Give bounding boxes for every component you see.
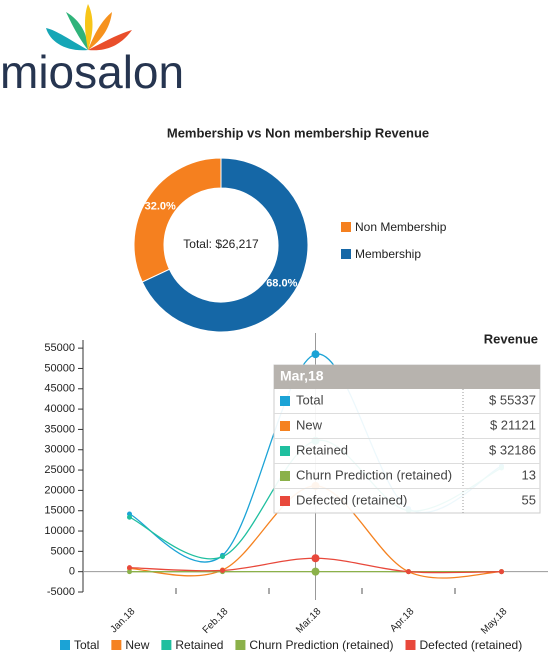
point — [127, 565, 132, 571]
logo-text: miosalon — [0, 46, 184, 98]
donut-segment — [133, 157, 222, 283]
point — [499, 569, 504, 575]
tooltip-swatch — [280, 446, 290, 456]
legend-swatch — [341, 249, 351, 259]
legend-swatch — [60, 640, 70, 650]
tooltip-value: $ 21121 — [490, 417, 536, 432]
y-tick-label: 25000 — [44, 464, 75, 476]
tooltip-title: Mar,18 — [280, 368, 324, 384]
tooltip-swatch — [280, 496, 290, 506]
tooltip-name: Total — [296, 392, 324, 407]
tooltip-header — [274, 365, 540, 389]
legend-swatch — [405, 640, 416, 650]
legend-swatch — [235, 640, 246, 650]
point — [311, 350, 320, 359]
tooltip-name: New — [296, 417, 323, 432]
x-tick-label: Apr.18 — [388, 606, 417, 635]
y-tick-label: 20000 — [44, 484, 75, 496]
chart-title: Membership vs Non membership Revenue — [167, 125, 429, 140]
x-tick-label: Mar.18 — [294, 606, 324, 636]
tooltip-name: Retained — [296, 442, 348, 457]
legend-label: New — [125, 638, 149, 652]
y-tick-label: 5000 — [51, 545, 75, 557]
tooltip-value: $ 32186 — [489, 442, 536, 457]
chart-title: Revenue — [484, 331, 538, 346]
legend-swatch — [161, 640, 172, 650]
x-tick-label: Feb.18 — [201, 606, 231, 636]
data-label: 32.0% — [145, 200, 176, 212]
tooltip-name: Churn Prediction (retained) — [296, 467, 452, 482]
tooltip-swatch — [280, 396, 290, 406]
y-tick-label: 0 — [69, 566, 75, 578]
y-tick-label: 55000 — [44, 342, 75, 354]
point — [127, 569, 132, 575]
legend-label: Total — [74, 638, 99, 652]
point — [406, 569, 411, 575]
legend-label: Non Membership — [355, 220, 447, 234]
legend-label: Churn Prediction (retained) — [249, 638, 393, 652]
x-tick-label: Jan.18 — [108, 606, 137, 635]
center-label: Total: $26,217 — [183, 237, 259, 251]
legend-label: Defected (retained) — [420, 638, 523, 652]
tooltip-value: 55 — [522, 492, 536, 507]
legend-swatch — [111, 640, 122, 650]
tooltip-name: Defected (retained) — [296, 492, 407, 507]
logo-icon — [46, 4, 132, 51]
data-label: 68.0% — [266, 277, 297, 289]
point — [220, 554, 225, 560]
y-tick-label: 35000 — [44, 423, 75, 435]
point — [220, 567, 225, 573]
legend-label: Retained — [175, 638, 223, 652]
donut-segment — [141, 157, 309, 333]
y-tick-label: 45000 — [44, 383, 75, 395]
legend-swatch — [341, 222, 351, 232]
legend-label: Membership — [355, 247, 421, 261]
point — [127, 514, 132, 520]
point — [311, 554, 320, 563]
y-tick-label: 30000 — [44, 444, 75, 456]
tooltip-swatch — [280, 421, 290, 431]
y-tick-label: 15000 — [44, 505, 75, 517]
point — [311, 567, 320, 576]
y-tick-label: -5000 — [47, 586, 75, 598]
tooltip-value: 13 — [522, 467, 536, 482]
tooltip-value: $ 55337 — [489, 392, 536, 407]
y-tick-label: 50000 — [44, 362, 75, 374]
y-tick-label: 10000 — [44, 525, 75, 537]
x-tick-label: May.18 — [479, 606, 510, 637]
y-tick-label: 40000 — [44, 403, 75, 415]
tooltip-swatch — [280, 471, 290, 481]
